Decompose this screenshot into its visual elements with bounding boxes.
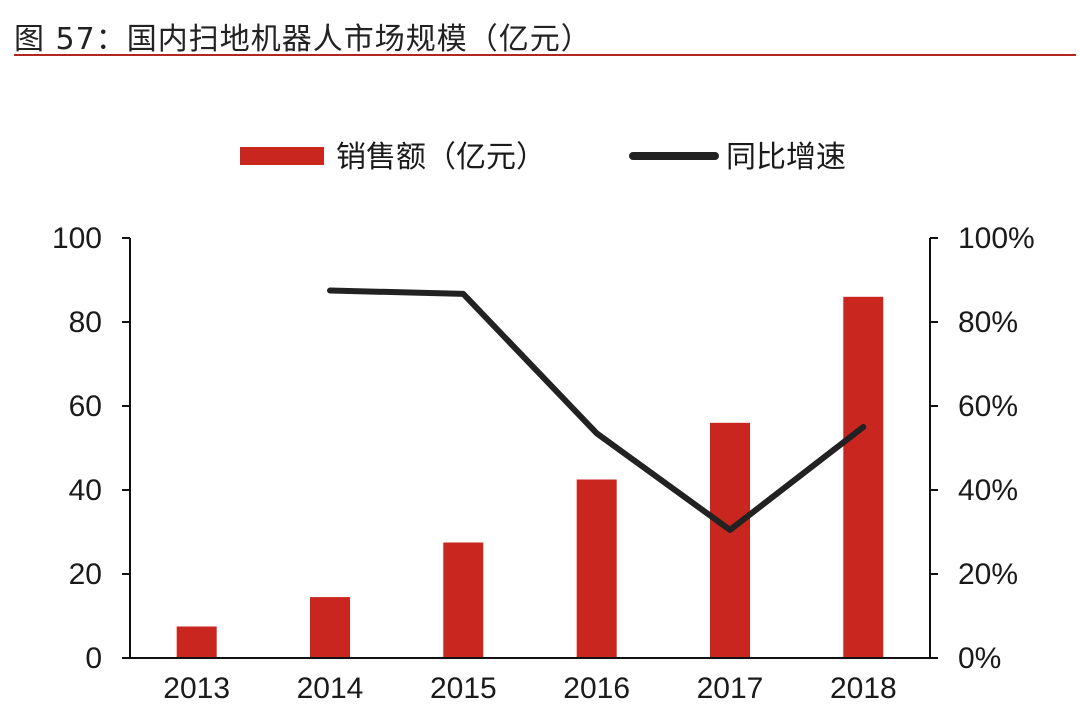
y-right-tick-label: 0%: [958, 642, 1001, 675]
bar-2015: [443, 542, 484, 658]
chart-axes: [122, 237, 938, 659]
y-right-tick-label: 60%: [958, 390, 1018, 423]
x-tick-label: 2014: [297, 672, 364, 705]
y-right-tick-label: 100%: [958, 222, 1035, 255]
y-left-tick-label: 80: [69, 306, 102, 339]
y-left-tick-label: 40: [69, 474, 102, 507]
figure-header: 图 57：国内扫地机器人市场规模（亿元）: [14, 6, 1076, 58]
bar-2017: [710, 422, 750, 658]
y-left-tick-label: 100: [52, 222, 102, 255]
x-tick-label: 2016: [563, 672, 630, 705]
chart-legend: 销售额（亿元） 同比增速: [240, 140, 846, 175]
y-axis-right-labels: 0% 20% 40% 60% 80% 100%: [958, 222, 1035, 675]
bar-series: [176, 296, 884, 658]
x-tick-label: 2015: [430, 672, 497, 705]
legend-label-growth: 同比增速: [726, 140, 846, 175]
legend-label-sales: 销售额（亿元）: [336, 140, 546, 175]
y-right-tick-label: 80%: [958, 306, 1018, 339]
figure-title: 图 57：国内扫地机器人市场规模（亿元）: [14, 22, 592, 57]
bar-2014: [310, 597, 350, 658]
title-divider: [14, 54, 1076, 56]
legend-bar-swatch: [240, 147, 324, 165]
y-left-tick-label: 20: [69, 558, 102, 591]
y-left-tick-label: 0: [85, 642, 102, 675]
x-tick-label: 2017: [697, 672, 764, 705]
y-right-tick-label: 20%: [958, 558, 1018, 591]
y-axis-left-labels: 0 20 40 60 80 100: [52, 222, 102, 675]
x-axis-labels: 2013 2014 2015 2016 2017 2018: [163, 672, 896, 705]
line-series: [327, 287, 867, 533]
bar-2016: [576, 479, 617, 658]
bar-2018: [843, 296, 884, 658]
bar-2013: [176, 626, 217, 658]
y-right-tick-label: 40%: [958, 474, 1018, 507]
y-left-tick-label: 60: [69, 390, 102, 423]
x-tick-label: 2018: [830, 672, 897, 705]
x-tick-label: 2013: [163, 672, 230, 705]
